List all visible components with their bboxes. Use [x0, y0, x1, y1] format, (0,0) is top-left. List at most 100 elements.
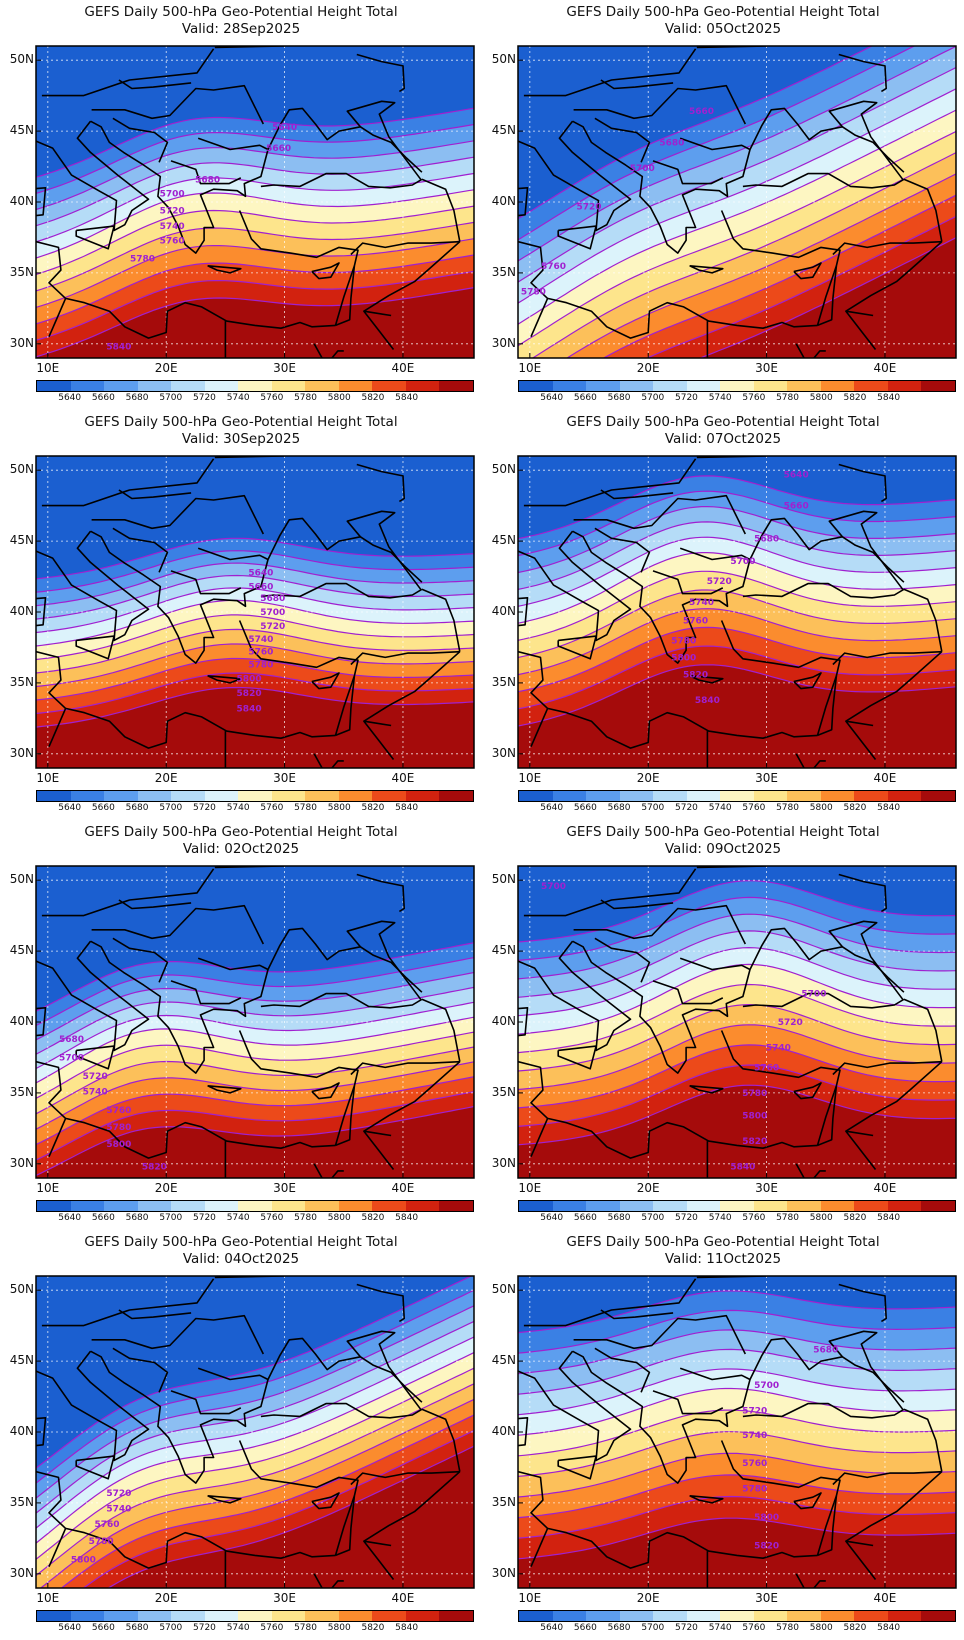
- colorbar-swatch: [439, 1611, 473, 1621]
- coastline: [838, 463, 887, 503]
- contour-line: [36, 107, 474, 178]
- coastline: [311, 1492, 340, 1510]
- coastline: [197, 957, 269, 971]
- colorbar-swatch: [405, 1611, 440, 1621]
- lon-tick-label: 30E: [273, 1181, 297, 1195]
- coastline: [36, 940, 150, 1052]
- panel-title: GEFS Daily 500-hPa Geo-Potential Height …: [566, 1234, 880, 1250]
- lon-tick-label: 10E: [36, 361, 60, 375]
- coastline: [817, 265, 838, 327]
- colorbar-swatch: [921, 791, 955, 801]
- contour-line: [518, 626, 956, 693]
- colorbar-swatch: [439, 1201, 473, 1211]
- coastline: [530, 1118, 549, 1158]
- contour-line: [518, 896, 956, 962]
- coastline: [572, 1330, 904, 1484]
- coastline: [36, 240, 336, 339]
- contour-line: [518, 1024, 956, 1091]
- colorbar-label: 5700: [641, 803, 665, 813]
- colorbar-swatch: [887, 381, 922, 391]
- colorbar-swatch: [104, 791, 138, 801]
- lon-tick-label: 10E: [36, 1181, 60, 1195]
- coastline: [260, 582, 423, 599]
- colorbar-label: 5720: [193, 803, 216, 813]
- colorbar-label: 5760: [260, 803, 284, 813]
- coastline: [845, 1130, 877, 1170]
- contour-label: 5800: [106, 1140, 131, 1150]
- coastline: [845, 651, 943, 722]
- colorbar-label: 5780: [776, 1623, 799, 1633]
- coastline: [118, 79, 192, 90]
- colorbar-swatch: [820, 381, 855, 391]
- lat-tick-label: 45N: [491, 123, 516, 138]
- contour-label: 5680: [260, 594, 285, 604]
- lon-tick-label: 10E: [36, 1591, 60, 1605]
- colorbar-swatch: [104, 1201, 138, 1211]
- coastline: [363, 310, 395, 350]
- contour-line: [518, 46, 874, 220]
- coastline: [313, 1573, 344, 1588]
- contour-label: 5760: [160, 236, 185, 246]
- height-map: 5680 5700 5720 5740 5760 5780 5800 5820: [517, 1275, 957, 1589]
- contour-label: 5680: [754, 534, 779, 544]
- coastline: [363, 1540, 395, 1580]
- lon-tick-label: 20E: [154, 361, 178, 375]
- colorbar-swatch: [271, 791, 306, 801]
- coastline: [335, 265, 356, 327]
- panel-title: GEFS Daily 500-hPa Geo-Potential Height …: [566, 4, 880, 20]
- contour-line: [36, 956, 474, 1027]
- coastline: [356, 463, 405, 503]
- colorbar-label: 5740: [708, 803, 732, 813]
- contour-label: 5720: [707, 577, 732, 587]
- lat-tick-label: 50N: [9, 52, 34, 67]
- coastline: [313, 1163, 344, 1178]
- panel-valid-date: Valid: 30Sep2025: [181, 431, 301, 447]
- contour-label: 5660: [689, 107, 714, 117]
- coastline: [75, 1045, 115, 1070]
- lon-tick-label: 40E: [391, 361, 415, 375]
- contour-line: [36, 1001, 474, 1070]
- height-map: 5660 5680 5700 5720 5760 5780: [517, 45, 957, 359]
- contour-label: 5700: [160, 189, 185, 199]
- coastline: [817, 1085, 838, 1147]
- colorbar: [36, 790, 474, 802]
- contour-line: [518, 1309, 956, 1354]
- coastline: [742, 992, 905, 1009]
- contour-label: 5780: [248, 660, 273, 670]
- colorbar-label: 5800: [327, 803, 351, 813]
- lon-tick-label: 40E: [873, 1591, 897, 1605]
- lat-tick-label: 50N: [9, 462, 34, 477]
- coastline: [652, 160, 724, 185]
- colorbar-swatch: [686, 1201, 721, 1211]
- coastline: [679, 1367, 751, 1381]
- colorbar-label: 5740: [226, 393, 250, 403]
- lon-tick-label: 10E: [518, 361, 542, 375]
- colorbar-swatch: [70, 1201, 105, 1211]
- coastline: [793, 262, 822, 280]
- coastline: [75, 1455, 115, 1480]
- contour-line: [36, 986, 474, 1055]
- panel-title: GEFS Daily 500-hPa Geo-Potential Height …: [84, 1234, 398, 1250]
- contour-line: [36, 221, 474, 292]
- colorbar: [518, 380, 956, 392]
- colorbar-label: 5780: [294, 1623, 317, 1633]
- colorbar-swatch: [519, 791, 553, 801]
- coastline: [557, 225, 597, 250]
- colorbar-label: 5840: [395, 1623, 419, 1633]
- coastline: [594, 117, 651, 163]
- colorbar-swatch: [753, 1611, 788, 1621]
- coastline: [594, 1347, 651, 1393]
- contour-line: [60, 1414, 474, 1588]
- coastline: [238, 620, 359, 736]
- coastline: [359, 126, 423, 173]
- height-map: 5680 5700 5720 5740 5760 5780 5800 5820: [35, 865, 475, 1179]
- coastline: [838, 53, 887, 93]
- contour-label: 5720: [106, 1489, 131, 1499]
- colorbar-label: 5660: [573, 1623, 597, 1633]
- colorbar-swatch: [271, 381, 306, 391]
- contour-label: 5780: [742, 1089, 767, 1099]
- colorbar-label: 5680: [125, 393, 149, 403]
- coastline: [90, 1330, 422, 1484]
- colorbar-swatch: [338, 1611, 373, 1621]
- coastline: [795, 1573, 826, 1588]
